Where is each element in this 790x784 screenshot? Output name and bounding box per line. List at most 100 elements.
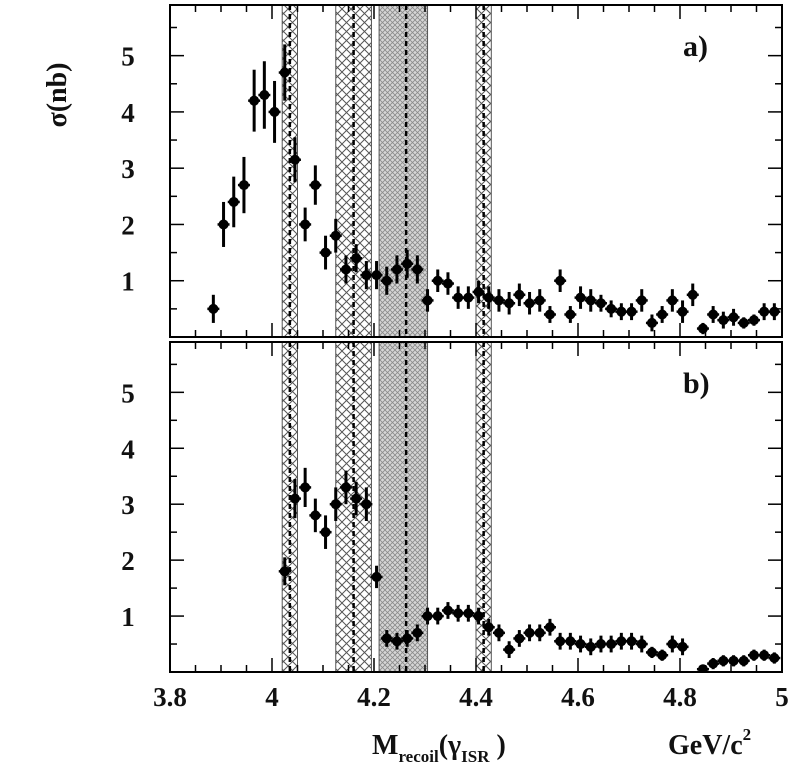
data-point bbox=[482, 286, 495, 309]
data-point bbox=[299, 467, 312, 507]
x-axis-unit: GeV/c2 bbox=[668, 725, 751, 761]
data-point bbox=[737, 317, 750, 329]
marker bbox=[555, 636, 566, 647]
data-point bbox=[248, 69, 261, 132]
data-point bbox=[309, 165, 322, 205]
x-label-mid: (γ bbox=[439, 730, 461, 761]
marker bbox=[514, 289, 525, 300]
marker bbox=[769, 653, 780, 664]
data-point bbox=[533, 289, 546, 312]
data-point bbox=[554, 269, 567, 292]
marker bbox=[259, 90, 270, 101]
data-point bbox=[554, 632, 567, 650]
data-point bbox=[268, 80, 281, 143]
marker bbox=[442, 605, 453, 616]
data-point bbox=[747, 314, 760, 326]
marker bbox=[667, 295, 678, 306]
data-point bbox=[676, 300, 689, 323]
data-point bbox=[360, 487, 373, 521]
data-point bbox=[288, 479, 301, 519]
data-point bbox=[686, 283, 699, 307]
yticks-a: 1 2 3 4 5 bbox=[121, 26, 782, 310]
marker bbox=[677, 641, 688, 652]
marker bbox=[534, 295, 545, 306]
y-tick-label: 2 bbox=[121, 210, 135, 240]
marker bbox=[391, 636, 402, 647]
data-point bbox=[452, 286, 465, 309]
data-point bbox=[401, 249, 414, 278]
data-point bbox=[421, 607, 434, 625]
marker bbox=[606, 303, 617, 314]
data-point bbox=[278, 44, 291, 101]
data-point bbox=[370, 261, 383, 290]
data-point bbox=[350, 244, 363, 273]
x-axis-label: Mrecoil(γISR ) bbox=[372, 730, 506, 766]
data-point bbox=[615, 303, 628, 321]
data-point bbox=[309, 498, 322, 533]
x-ticks: 3.8 4 4.2 4.4 4.6 4.8 5 bbox=[153, 5, 789, 712]
data-point bbox=[656, 649, 669, 661]
bands-a bbox=[281, 5, 492, 337]
marker bbox=[544, 622, 555, 633]
marker bbox=[738, 317, 749, 328]
marker bbox=[677, 306, 688, 317]
data-point bbox=[747, 649, 760, 661]
marker bbox=[585, 641, 596, 652]
data-point bbox=[625, 632, 638, 650]
y-tick-label: 1 bbox=[121, 602, 135, 632]
marker bbox=[575, 639, 586, 650]
data-point bbox=[503, 291, 516, 315]
marker bbox=[728, 312, 739, 323]
marker bbox=[718, 655, 729, 666]
data-point bbox=[411, 255, 424, 284]
marker bbox=[391, 264, 402, 275]
x-unit: GeV/c bbox=[668, 730, 743, 761]
data-point bbox=[717, 311, 730, 329]
data-point bbox=[768, 652, 781, 664]
marker bbox=[565, 636, 576, 647]
data-point bbox=[737, 655, 750, 667]
marker bbox=[524, 627, 535, 638]
marker bbox=[381, 633, 392, 644]
data-point bbox=[584, 289, 597, 312]
data-point bbox=[533, 624, 546, 642]
data-point bbox=[503, 641, 516, 659]
marker bbox=[483, 622, 494, 633]
points-b bbox=[278, 467, 781, 672]
y-tick-label: 4 bbox=[121, 98, 135, 128]
data-point bbox=[727, 655, 740, 667]
marker bbox=[504, 644, 515, 655]
marker bbox=[422, 295, 433, 306]
marker bbox=[504, 298, 515, 309]
data-point bbox=[707, 306, 720, 323]
data-point bbox=[594, 635, 607, 653]
data-point bbox=[217, 201, 230, 247]
data-point bbox=[370, 565, 383, 589]
marker bbox=[595, 639, 606, 650]
data-point bbox=[758, 649, 771, 661]
data-point bbox=[605, 635, 618, 653]
marker bbox=[534, 627, 545, 638]
data-point bbox=[258, 61, 271, 129]
marker bbox=[300, 219, 311, 230]
data-point bbox=[605, 300, 618, 318]
data-point bbox=[492, 624, 505, 642]
marker bbox=[575, 292, 586, 303]
data-point bbox=[523, 291, 536, 315]
marker bbox=[463, 608, 474, 619]
data-point bbox=[278, 557, 291, 586]
data-point bbox=[645, 314, 658, 332]
marker bbox=[432, 275, 443, 286]
data-point bbox=[543, 618, 556, 636]
x-label-end: ) bbox=[490, 730, 506, 761]
marker bbox=[473, 286, 484, 297]
data-point bbox=[635, 635, 648, 653]
marker bbox=[595, 298, 606, 309]
data-point bbox=[380, 630, 393, 647]
marker bbox=[412, 264, 423, 275]
data-point bbox=[656, 306, 669, 323]
marker bbox=[300, 482, 311, 493]
data-point bbox=[523, 624, 536, 642]
marker bbox=[310, 180, 321, 191]
